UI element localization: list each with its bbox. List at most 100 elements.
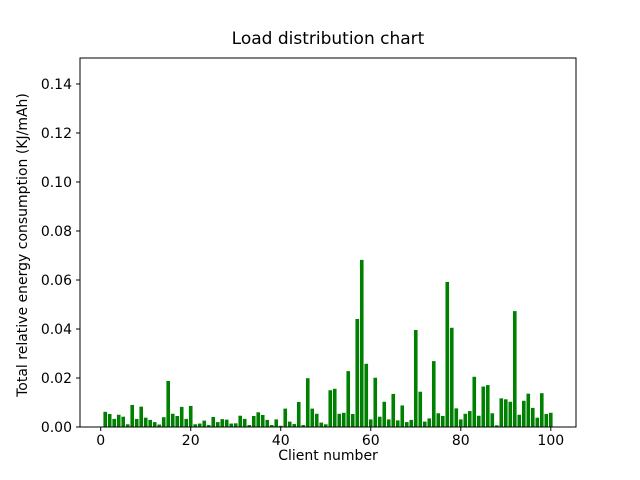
bar <box>148 419 153 427</box>
bar <box>341 412 346 427</box>
bar <box>517 414 522 427</box>
bar <box>364 363 369 427</box>
bar <box>463 413 468 427</box>
bar <box>323 424 328 427</box>
bar <box>103 411 108 427</box>
bar <box>220 419 225 427</box>
bar <box>157 424 162 427</box>
y-tick-label: 0.08 <box>41 224 72 240</box>
bar <box>359 259 364 427</box>
bar <box>170 413 175 427</box>
bar <box>526 393 531 427</box>
bar <box>404 422 409 427</box>
x-axis-label: Client number <box>278 448 378 464</box>
bar <box>490 413 495 427</box>
bar <box>422 421 427 427</box>
bar <box>539 393 544 427</box>
bar <box>395 420 400 427</box>
bar <box>458 419 463 427</box>
bar <box>314 413 319 427</box>
bar <box>130 404 135 427</box>
bar <box>544 414 549 427</box>
bar <box>175 415 180 427</box>
bar <box>368 419 373 427</box>
y-tick-label: 0.00 <box>41 420 72 436</box>
x-tick-label: 100 <box>537 433 564 449</box>
bar <box>400 405 405 427</box>
bar <box>355 318 360 427</box>
bar <box>301 425 306 427</box>
bar <box>449 327 454 427</box>
bar <box>485 385 490 427</box>
y-tick-label: 0.06 <box>41 273 72 289</box>
x-tick-label: 80 <box>452 433 470 449</box>
bar <box>188 405 193 427</box>
bar <box>206 425 211 427</box>
bar <box>350 414 355 427</box>
bar <box>499 398 504 427</box>
chart-title: Load distribution chart <box>231 29 425 49</box>
x-tick-label: 20 <box>182 433 200 449</box>
bar <box>431 361 436 427</box>
bar <box>134 418 139 427</box>
bar <box>112 418 117 427</box>
bar <box>445 281 450 427</box>
bar <box>238 415 243 427</box>
bar <box>193 424 198 427</box>
bar <box>116 414 121 427</box>
bar <box>287 421 292 427</box>
bar <box>265 419 270 427</box>
bar <box>251 415 256 427</box>
bar <box>494 425 499 427</box>
bar <box>179 406 184 427</box>
bar <box>530 407 535 427</box>
bar <box>139 406 144 427</box>
bar <box>143 417 148 427</box>
bar <box>467 411 472 427</box>
bar <box>310 408 315 427</box>
bar <box>260 414 265 427</box>
bar <box>211 416 216 427</box>
bar <box>332 388 337 427</box>
bar <box>283 408 288 427</box>
bar <box>224 419 229 427</box>
bar <box>503 399 508 427</box>
bar <box>328 390 333 427</box>
bar <box>296 402 301 427</box>
x-tick-label: 0 <box>96 433 105 449</box>
bar <box>418 391 423 427</box>
bar <box>535 417 540 427</box>
bar <box>292 424 297 427</box>
bar <box>373 377 378 427</box>
bar <box>436 413 441 427</box>
bar <box>161 417 166 427</box>
bar <box>247 425 252 427</box>
x-tick-label: 60 <box>362 433 380 449</box>
bar <box>256 412 261 427</box>
bar <box>476 415 481 427</box>
bar <box>229 423 234 427</box>
bar <box>548 412 553 427</box>
bar <box>278 425 283 427</box>
bar <box>305 378 310 427</box>
bar <box>107 414 112 427</box>
bar <box>440 415 445 427</box>
bar <box>521 400 526 427</box>
bar <box>377 416 382 427</box>
y-axis-label-text: Total relative energy consumption (KJ/mA… <box>15 93 31 397</box>
bar <box>166 380 171 427</box>
bar <box>481 386 486 427</box>
bar <box>413 329 418 427</box>
y-tick-label: 0.04 <box>41 322 72 338</box>
bar <box>152 422 157 427</box>
y-tick-label: 0.14 <box>41 77 72 93</box>
bar <box>233 423 238 427</box>
bar <box>319 422 324 427</box>
bar <box>242 418 247 427</box>
bar <box>508 401 513 427</box>
bar <box>386 419 391 427</box>
y-tick-label: 0.02 <box>41 371 72 387</box>
bar <box>274 419 279 427</box>
